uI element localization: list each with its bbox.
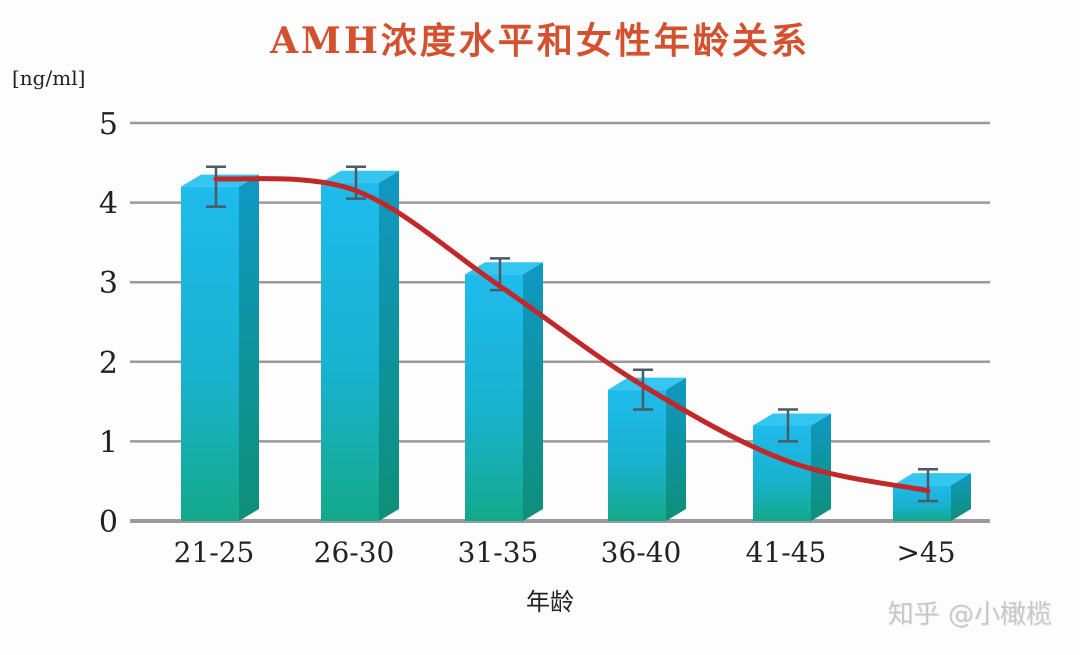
error-bar: [918, 468, 938, 503]
error-bar: [778, 408, 798, 443]
x-tick-label: 31-35: [458, 536, 539, 569]
y-tick-label: 1: [99, 425, 118, 460]
x-axis-ticks: 21-25 26-30 31-35 36-40 41-45 >45: [174, 536, 956, 569]
watermark: 知乎 @小橄榄: [887, 600, 1052, 630]
y-tick-label: 5: [99, 107, 118, 142]
y-axis-unit-label: [ng/ml]: [12, 66, 86, 90]
x-tick-label: 41-45: [746, 536, 827, 569]
x-tick-label: 36-40: [601, 536, 682, 569]
x-tick-label: >45: [896, 536, 955, 569]
bar-36-40: [608, 377, 686, 521]
bar-41-45: [753, 413, 831, 521]
trend-line: [213, 176, 931, 494]
error-bar: [633, 368, 653, 411]
y-tick-label: 2: [99, 346, 118, 381]
bar-31-35: [465, 262, 543, 521]
bar-21-25: [181, 174, 259, 521]
x-tick-label: 26-30: [314, 536, 395, 569]
y-tick-label: 0: [99, 505, 118, 540]
chart-title: AMH浓度水平和女性年龄关系: [270, 20, 810, 62]
y-axis-ticks: 0 1 2 3 4 5: [99, 107, 118, 540]
error-bar: [206, 165, 226, 208]
y-tick-label: 4: [99, 187, 118, 222]
bar-26-30: [321, 170, 399, 521]
x-axis-title: 年龄: [526, 588, 574, 616]
gridlines: [130, 121, 990, 523]
x-tick-label: 21-25: [174, 536, 255, 569]
bar->45: [893, 473, 971, 521]
y-tick-label: 3: [99, 266, 118, 301]
bars: [181, 170, 971, 521]
